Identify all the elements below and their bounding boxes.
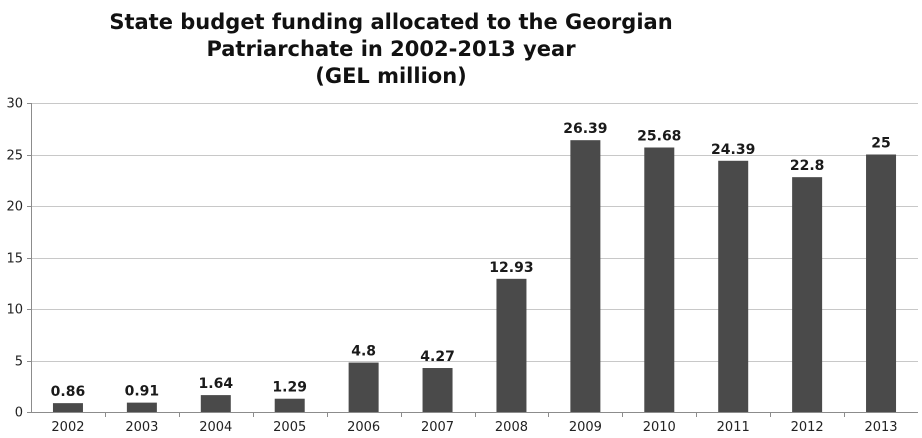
x-tick-label: 2003 xyxy=(125,420,158,435)
data-label: 26.39 xyxy=(563,121,607,137)
y-tick-label: 5 xyxy=(15,355,23,370)
x-tick-label: 2006 xyxy=(347,420,380,435)
y-tick-label: 0 xyxy=(15,406,23,421)
bar xyxy=(52,403,83,412)
gridlines xyxy=(31,103,918,362)
data-labels: 0.86 0.91 1.64 1.29 4.8 4.27 12.93 26.39 25.68 24… xyxy=(51,121,891,400)
bar xyxy=(866,154,897,412)
data-label: 0.86 xyxy=(51,384,86,400)
data-label: 4.27 xyxy=(420,349,455,365)
data-label: 0.91 xyxy=(125,384,160,400)
x-axis: 2002 2003 2004 2005 2006 2007 2008 2009 2010 2011… xyxy=(31,412,918,435)
chart-title: State budget funding allocated to the Ge… xyxy=(0,9,782,90)
x-tick-label: 2004 xyxy=(199,420,232,435)
y-tick-label: 25 xyxy=(6,149,23,164)
x-tick-label: 2005 xyxy=(273,420,306,435)
x-tick-label: 2009 xyxy=(569,420,602,435)
y-tick-label: 15 xyxy=(6,252,23,267)
x-tick-label: 2013 xyxy=(864,420,897,435)
bar xyxy=(422,368,453,412)
data-label: 22.8 xyxy=(790,158,825,174)
chart-title-line-3: (GEL million) xyxy=(315,64,467,88)
bar xyxy=(570,140,601,413)
x-tick-label: 2008 xyxy=(495,420,528,435)
y-tick-label: 10 xyxy=(6,303,23,318)
y-tick-label: 30 xyxy=(6,97,23,112)
data-label: 4.8 xyxy=(351,344,376,360)
bar xyxy=(496,278,527,412)
chart-title-line-1: State budget funding allocated to the Ge… xyxy=(109,10,673,34)
bars xyxy=(52,140,897,413)
y-tick-label: 20 xyxy=(6,200,23,215)
data-label: 1.64 xyxy=(199,376,234,392)
bar xyxy=(792,177,823,412)
data-label: 25 xyxy=(871,136,890,152)
data-label: 25.68 xyxy=(637,128,681,144)
data-label: 24.39 xyxy=(711,142,755,158)
bar xyxy=(644,147,675,412)
bar xyxy=(718,160,749,412)
bar xyxy=(200,395,231,412)
y-axis: 0 5 10 15 20 25 30 xyxy=(6,97,32,421)
data-label: 1.29 xyxy=(272,380,307,396)
bar xyxy=(126,402,157,412)
x-tick-label: 2012 xyxy=(791,420,824,435)
x-tick-label: 2002 xyxy=(51,420,84,435)
x-tick-label: 2007 xyxy=(421,420,454,435)
data-label: 12.93 xyxy=(489,260,533,276)
bar xyxy=(274,398,305,412)
chart-title-line-2: Patriarchate in 2002-2013 year xyxy=(206,37,576,61)
x-tick-label: 2011 xyxy=(717,420,750,435)
x-tick-label: 2010 xyxy=(643,420,676,435)
bar xyxy=(348,362,379,412)
